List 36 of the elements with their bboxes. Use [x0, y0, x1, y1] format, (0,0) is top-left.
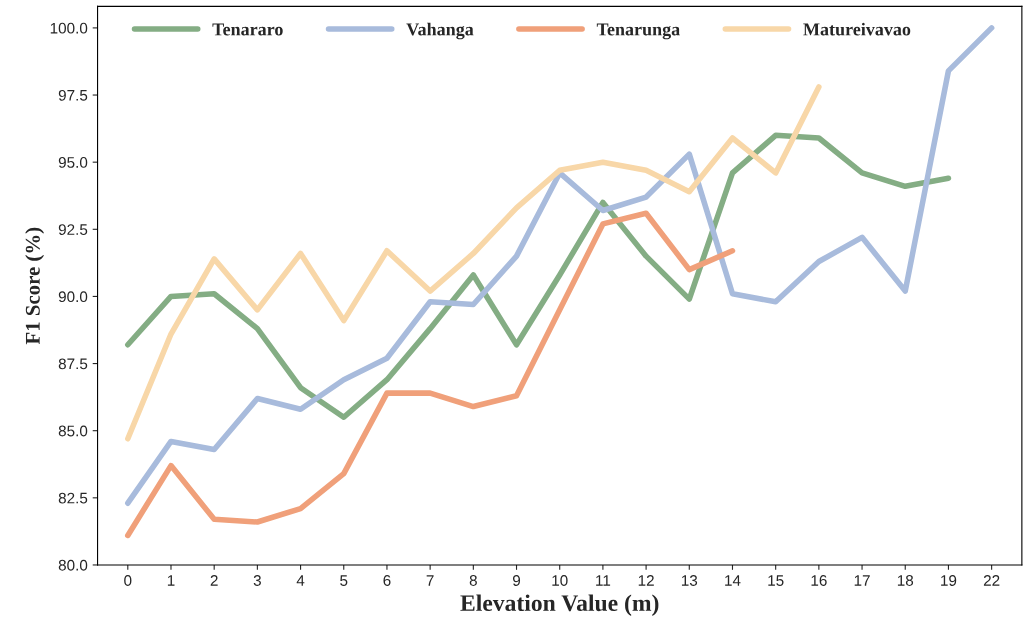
x-axis-title: Elevation Value (m) — [460, 594, 659, 616]
x-tick-label: 5 — [340, 575, 348, 586]
x-tick-label: 7 — [426, 575, 434, 586]
y-tick-label: 85.0 — [58, 425, 88, 437]
x-tick-label: 10 — [552, 575, 568, 586]
x-tick-label: 12 — [638, 575, 654, 586]
x-tick-label: 16 — [811, 575, 827, 586]
x-tick-label: 15 — [768, 575, 784, 586]
y-tick-label: 80.0 — [58, 559, 88, 571]
x-tick-label: 4 — [296, 575, 305, 586]
y-tick-label: 90.0 — [58, 291, 88, 303]
y-tick-label: 92.5 — [58, 224, 88, 235]
x-tick-label: 3 — [253, 575, 261, 586]
y-tick-label: 82.5 — [58, 492, 88, 504]
x-tick-label: 17 — [854, 575, 870, 586]
x-tick-label: 6 — [383, 575, 391, 586]
x-tick-label: 19 — [941, 575, 957, 586]
y-tick-label: 95.0 — [58, 157, 88, 168]
x-tick-label: 0 — [124, 575, 132, 586]
x-tick-label: 18 — [897, 575, 914, 586]
x-tick-label: 13 — [681, 575, 698, 586]
x-tick-label: 22 — [983, 575, 1000, 586]
y-tick-label: 87.5 — [58, 358, 88, 370]
legend-label: Tenararo — [212, 23, 283, 36]
legend-label: Tenarunga — [596, 23, 680, 40]
y-axis-title: F1 Score (%) — [25, 227, 45, 345]
x-tick-label: 1 — [167, 575, 175, 586]
y-tick-label: 97.5 — [58, 89, 88, 101]
x-tick-label: 2 — [210, 575, 218, 586]
legend-label: Vahanga — [406, 22, 474, 40]
x-tick-label: 11 — [596, 575, 611, 586]
y-tick-label: 100.0 — [50, 22, 88, 34]
x-tick-label: 8 — [469, 575, 477, 586]
x-tick-label: 9 — [512, 575, 521, 586]
legend-label: Matureivavao — [803, 22, 911, 36]
x-tick-label: 14 — [725, 575, 741, 586]
